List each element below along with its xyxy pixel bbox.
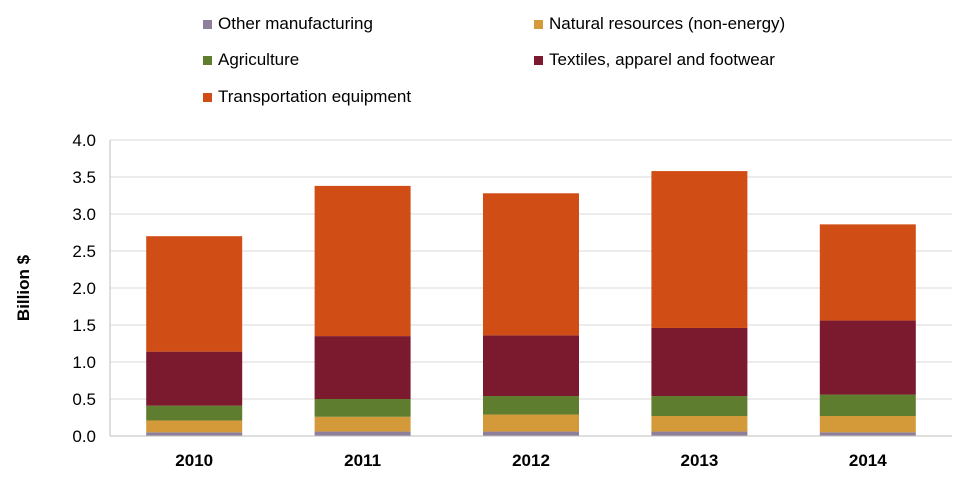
x-tick-label: 2013 [680, 451, 718, 470]
bar-segment-2013-3 [651, 327, 748, 397]
bar-segment-2011-2 [314, 399, 411, 417]
bar-segment-2012-0 [483, 431, 579, 436]
legend-label-natural-resources: Natural resources (non-energy) [549, 14, 786, 33]
bar-segment-2014-2 [819, 394, 916, 417]
legend-swatch-natural-resources [534, 19, 543, 29]
legend-item-natural-resources: Natural resources (non-energy) [534, 12, 785, 36]
bar-segment-2012-4 [483, 193, 579, 336]
y-tick-label: 2.0 [72, 279, 96, 298]
bar-segment-2014-3 [819, 320, 916, 395]
y-tick-label: 4.0 [72, 131, 96, 150]
y-tick-label: 2.5 [72, 242, 96, 261]
legend-item-textiles: Textiles, apparel and footwear [534, 48, 775, 72]
bar-segment-2010-2 [146, 405, 243, 421]
y-tick-label: 1.5 [72, 316, 96, 335]
legend-swatch-other-manufacturing [203, 19, 212, 29]
legend-item-other-manufacturing: Other manufacturing [203, 12, 373, 36]
bar-segment-2011-3 [314, 336, 411, 399]
bar-segment-2014-1 [819, 416, 916, 433]
bar-segment-2010-1 [146, 420, 243, 433]
legend-label-textiles: Textiles, apparel and footwear [549, 50, 775, 69]
bar-segment-2011-1 [314, 416, 411, 432]
bar-segment-2013-4 [651, 171, 748, 328]
legend-label-transportation: Transportation equipment [218, 87, 412, 106]
bar-segment-2012-1 [483, 414, 579, 432]
bar-segment-2010-3 [146, 351, 243, 406]
x-tick-label: 2010 [175, 451, 213, 470]
y-tick-label: 0.5 [72, 390, 96, 409]
legend-item-transportation: Transportation equipment [203, 85, 411, 109]
x-tick-label: 2011 [344, 451, 381, 470]
legend-label-agriculture: Agriculture [218, 50, 300, 69]
bar-segment-2012-3 [483, 335, 579, 397]
bar-segment-2010-4 [146, 236, 243, 352]
y-tick-label: 3.5 [72, 168, 96, 187]
legend-swatch-agriculture [203, 55, 212, 65]
bars [146, 171, 916, 436]
legend-item-agriculture: Agriculture [203, 48, 299, 72]
y-tick-label: 0.0 [72, 427, 96, 446]
bar-segment-2013-2 [651, 396, 748, 417]
legend-swatch-textiles [534, 55, 543, 65]
x-tick-label: 2014 [849, 451, 887, 470]
x-tick-label: 2012 [512, 451, 550, 470]
bar-segment-2011-0 [314, 431, 411, 436]
bar-segment-2013-1 [651, 416, 748, 432]
bar-segment-2011-4 [314, 185, 411, 337]
x-tick-labels: 2010 2011 2012 2013 2014 [175, 451, 887, 470]
legend-label-other-manufacturing: Other manufacturing [218, 14, 373, 33]
bar-segment-2010-0 [146, 432, 243, 436]
bar-segment-2013-0 [651, 431, 748, 436]
bar-segment-2012-2 [483, 396, 579, 415]
bar-segment-2014-4 [819, 224, 916, 321]
legend-swatch-transportation [203, 92, 212, 102]
y-tick-label: 3.0 [72, 205, 96, 224]
legend: Other manufacturing Natural resources (n… [0, 0, 975, 120]
axes [109, 140, 952, 437]
y-tick-labels: 0.0 0.5 1.0 1.5 2.0 2.5 3.0 3.5 4.0 [72, 131, 96, 446]
bar-segment-2014-0 [819, 432, 916, 436]
y-tick-label: 1.0 [72, 353, 96, 372]
